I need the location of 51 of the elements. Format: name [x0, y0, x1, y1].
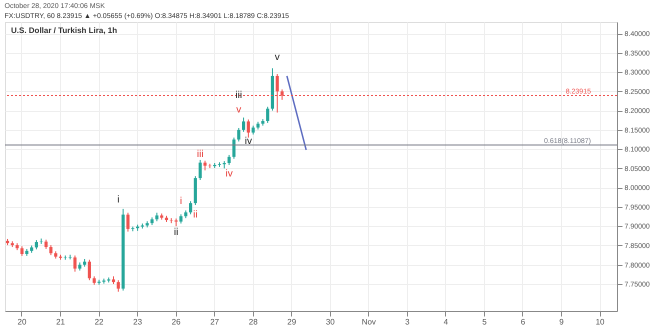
candlestick — [170, 218, 173, 224]
candlestick — [73, 255, 77, 272]
candlestick — [246, 118, 250, 138]
candlestick — [44, 239, 48, 250]
x-tick-label: 28 — [248, 318, 258, 326]
annotation: iv — [244, 136, 252, 148]
x-tick-label: 5 — [482, 318, 488, 326]
x-tick-label: 20 — [18, 318, 27, 326]
annotation: ii — [174, 227, 178, 238]
candlestick — [189, 200, 192, 215]
x-tick-label: 9 — [559, 318, 564, 326]
candlestick — [20, 246, 24, 256]
candlestick — [116, 280, 120, 292]
annotation: v — [274, 52, 280, 64]
x-tick-label: 22 — [94, 318, 104, 326]
annotation: iii — [196, 148, 204, 160]
candlestick — [228, 154, 231, 166]
x-tick-label: 3 — [405, 318, 410, 326]
annotation: iii — [235, 90, 242, 101]
x-tick-label: 27 — [210, 318, 220, 326]
annotation: i — [180, 196, 182, 208]
x-tick-label: 30 — [326, 318, 336, 326]
candlestick — [88, 259, 91, 281]
chart-title: U.S. Dollar / Turkish Lira, 1h — [11, 26, 118, 35]
x-tick-label: 10 — [596, 318, 606, 326]
candlestick — [242, 117, 246, 132]
x-tick-label: Nov — [362, 318, 376, 326]
candlestick — [64, 255, 67, 260]
x-tick-label: 29 — [287, 318, 297, 326]
x-tick-label: 4 — [444, 318, 449, 326]
x-tick-label: 23 — [133, 318, 143, 326]
candlestick — [198, 159, 202, 180]
candlestick — [49, 244, 52, 256]
annotation: ii — [193, 210, 198, 221]
x-tick-label: 21 — [56, 318, 66, 326]
x-tick-label: 26 — [172, 318, 182, 326]
line-series — [286, 75, 307, 151]
annotation: iv — [225, 168, 233, 180]
x-tick-label: 6 — [520, 318, 526, 326]
candlestick — [68, 254, 72, 260]
candlestick — [34, 240, 38, 250]
candlestick — [126, 212, 130, 232]
candlestick — [40, 238, 43, 244]
annotation: v — [236, 104, 242, 116]
candlestick — [232, 137, 236, 160]
candlestick — [179, 214, 183, 224]
annotation: i — [117, 194, 120, 206]
candlestick — [237, 127, 240, 142]
candlestick — [203, 160, 207, 171]
candlestick — [222, 160, 226, 169]
candlestick — [266, 106, 270, 124]
